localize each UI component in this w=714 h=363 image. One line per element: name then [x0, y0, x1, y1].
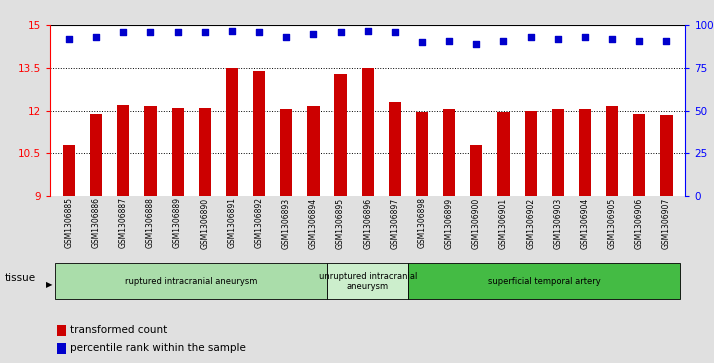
Bar	[280, 109, 292, 196]
Point	[64, 36, 75, 42]
Text: percentile rank within the sample: percentile rank within the sample	[70, 343, 246, 354]
Bar	[90, 114, 102, 196]
Bar	[660, 115, 673, 196]
Bar	[334, 74, 347, 196]
Point	[525, 34, 536, 40]
Bar	[552, 109, 564, 196]
Bar	[307, 106, 319, 196]
Point	[253, 29, 265, 35]
Point	[362, 28, 373, 33]
Bar	[633, 114, 645, 196]
Point	[416, 40, 428, 45]
Bar	[579, 109, 591, 196]
Bar	[471, 145, 483, 196]
Text: ruptured intracranial aneurysm: ruptured intracranial aneurysm	[125, 277, 257, 286]
Point	[471, 41, 482, 47]
Point	[498, 38, 509, 44]
Bar	[253, 71, 265, 196]
Text: transformed count: transformed count	[70, 325, 167, 335]
Point	[606, 36, 618, 42]
Bar	[56, 263, 327, 299]
Point	[172, 29, 183, 35]
Bar	[198, 108, 211, 196]
Bar	[327, 263, 408, 299]
Bar	[416, 112, 428, 196]
Bar	[117, 105, 129, 196]
Point	[226, 28, 238, 33]
Point	[91, 34, 102, 40]
Point	[633, 38, 645, 44]
Text: tissue: tissue	[4, 273, 36, 283]
Bar	[443, 109, 456, 196]
Text: superficial temporal artery: superficial temporal artery	[488, 277, 600, 286]
Point	[335, 29, 346, 35]
Point	[660, 38, 672, 44]
Text: unruptured intracranial
aneurysm: unruptured intracranial aneurysm	[318, 272, 417, 291]
Bar	[226, 68, 238, 196]
Point	[389, 29, 401, 35]
Bar	[361, 68, 374, 196]
Point	[145, 29, 156, 35]
Text: ▶: ▶	[46, 281, 53, 289]
Bar	[498, 112, 510, 196]
Bar	[606, 106, 618, 196]
Bar	[144, 106, 156, 196]
Point	[118, 29, 129, 35]
Point	[579, 34, 590, 40]
Bar	[388, 102, 401, 196]
Bar	[171, 108, 183, 196]
Bar	[408, 263, 680, 299]
Point	[443, 38, 455, 44]
Point	[199, 29, 211, 35]
Point	[552, 36, 563, 42]
Bar	[525, 111, 537, 196]
Bar	[63, 145, 75, 196]
Point	[308, 31, 319, 37]
Point	[281, 34, 292, 40]
